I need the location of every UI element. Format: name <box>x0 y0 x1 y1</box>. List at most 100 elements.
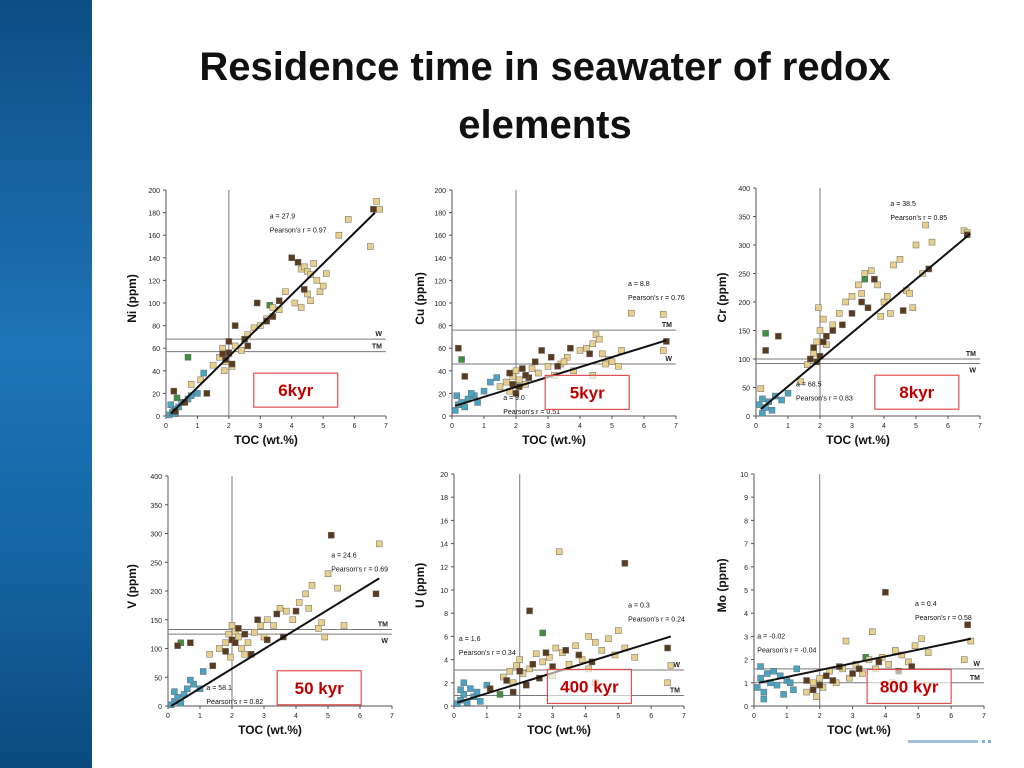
data-point <box>519 365 526 372</box>
data-point <box>187 676 194 684</box>
regression-annotation-secondary: Pearson's r = 0.83 <box>796 395 853 402</box>
data-point <box>480 387 488 395</box>
data-point <box>376 205 383 213</box>
data-point <box>555 548 563 555</box>
x-axis-title: TOC (wt.%) <box>827 723 891 737</box>
y-tick-label: 10 <box>440 588 448 595</box>
data-point <box>762 330 769 337</box>
data-point <box>755 401 763 408</box>
data-point <box>170 387 178 395</box>
trend-line <box>170 211 376 415</box>
reference-line-label: TM <box>378 622 388 629</box>
data-point <box>899 307 907 314</box>
y-tick-label: 140 <box>434 256 446 263</box>
y-tick-label: 50 <box>154 675 162 682</box>
y-tick-label: 160 <box>434 233 446 240</box>
data-point <box>171 688 178 695</box>
y-tick-label: 16 <box>440 518 448 525</box>
x-tick-label: 7 <box>384 423 388 430</box>
data-point <box>263 636 271 644</box>
x-axis-title: TOC (wt.%) <box>522 433 586 447</box>
data-point <box>512 390 520 397</box>
y-tick-label: 14 <box>440 542 448 549</box>
data-point <box>467 390 475 397</box>
x-tick-label: 2 <box>227 423 231 430</box>
chart-cu: 0 20 40 60 80 100 120 140 160 180 200 0 1 2 3 4 5 6 7 TM Wa … <box>413 188 685 447</box>
data-point <box>875 658 883 666</box>
data-point <box>809 686 817 694</box>
x-tick-label: 1 <box>485 713 489 720</box>
y-axis-title: V (ppm) <box>125 564 139 609</box>
y-tick-label: 7 <box>744 542 748 549</box>
data-point <box>592 638 599 646</box>
x-tick-label: 5 <box>616 713 620 720</box>
y-tick-label: 60 <box>152 346 160 353</box>
data-point <box>222 639 229 646</box>
y-tick-label: 140 <box>148 256 160 263</box>
x-tick-label: 6 <box>949 713 953 720</box>
data-point <box>768 407 776 414</box>
data-point <box>283 607 290 615</box>
data-point <box>549 663 556 670</box>
y-tick-label: 80 <box>152 324 160 331</box>
data-point <box>575 651 583 659</box>
data-point <box>238 645 245 652</box>
y-tick-label: 20 <box>440 472 448 479</box>
data-point <box>861 270 869 277</box>
data-point <box>598 647 606 654</box>
reference-line-label: W <box>673 662 680 669</box>
data-point <box>372 590 380 598</box>
x-tick-label: 3 <box>546 423 550 430</box>
regression-annotation-secondary: a = 9.0 <box>503 395 525 402</box>
y-axis-title: U (ppm) <box>413 563 427 608</box>
regression-annotation-secondary: a = 1.6 <box>459 636 481 643</box>
data-point <box>885 660 892 668</box>
x-tick-label: 0 <box>754 423 758 430</box>
data-point <box>244 342 251 350</box>
data-point <box>849 670 856 677</box>
residence-time-label: 400 kyr <box>560 677 619 696</box>
data-point <box>861 275 869 283</box>
data-point <box>167 401 174 408</box>
data-point <box>659 347 667 354</box>
x-tick-label: 4 <box>290 423 294 430</box>
regression-annotation: a = 0.3 <box>628 602 650 609</box>
y-tick-label: 100 <box>738 357 750 364</box>
regression-annotation-secondary: Pearson's r = -0.04 <box>757 648 816 655</box>
data-point <box>512 367 520 375</box>
x-axis-title: TOC (wt.%) <box>234 433 298 447</box>
y-tick-label: 2 <box>444 681 448 688</box>
x-tick-label: 1 <box>195 423 199 430</box>
x-tick-label: 0 <box>450 423 454 430</box>
data-point <box>184 353 192 361</box>
reference-line-label: TM <box>372 344 382 351</box>
regression-annotation-secondary: Pearson's r = 0.34 <box>459 650 516 657</box>
regression-annotation: a = 24.6 <box>331 553 357 560</box>
x-tick-label: 2 <box>518 713 522 720</box>
data-point <box>560 358 568 366</box>
data-point <box>815 304 822 311</box>
regression-annotation: Pearson's r = 0.97 <box>270 227 327 234</box>
data-point <box>664 679 671 687</box>
data-point <box>567 344 574 352</box>
y-tick-label: 10 <box>740 472 748 479</box>
data-point <box>819 338 827 346</box>
data-point <box>467 685 474 692</box>
x-tick-label: 7 <box>674 423 678 430</box>
data-point <box>810 344 817 351</box>
x-tick-label: 6 <box>946 423 950 430</box>
y-tick-label: 160 <box>148 233 160 240</box>
data-point <box>231 639 239 646</box>
data-point <box>586 350 593 358</box>
x-tick-label: 7 <box>978 423 982 430</box>
data-point <box>813 693 820 700</box>
regression-annotation: a = 27.9 <box>270 213 296 220</box>
data-point <box>516 656 523 663</box>
data-point <box>276 605 284 612</box>
y-tick-label: 40 <box>152 369 160 376</box>
residence-time-box <box>546 668 633 705</box>
regression-annotation: a = 38.5 <box>890 201 916 208</box>
regression-annotation-secondary: Pearson's r = 0.51 <box>503 409 560 416</box>
x-tick-label: 1 <box>785 713 789 720</box>
data-point <box>235 633 242 641</box>
